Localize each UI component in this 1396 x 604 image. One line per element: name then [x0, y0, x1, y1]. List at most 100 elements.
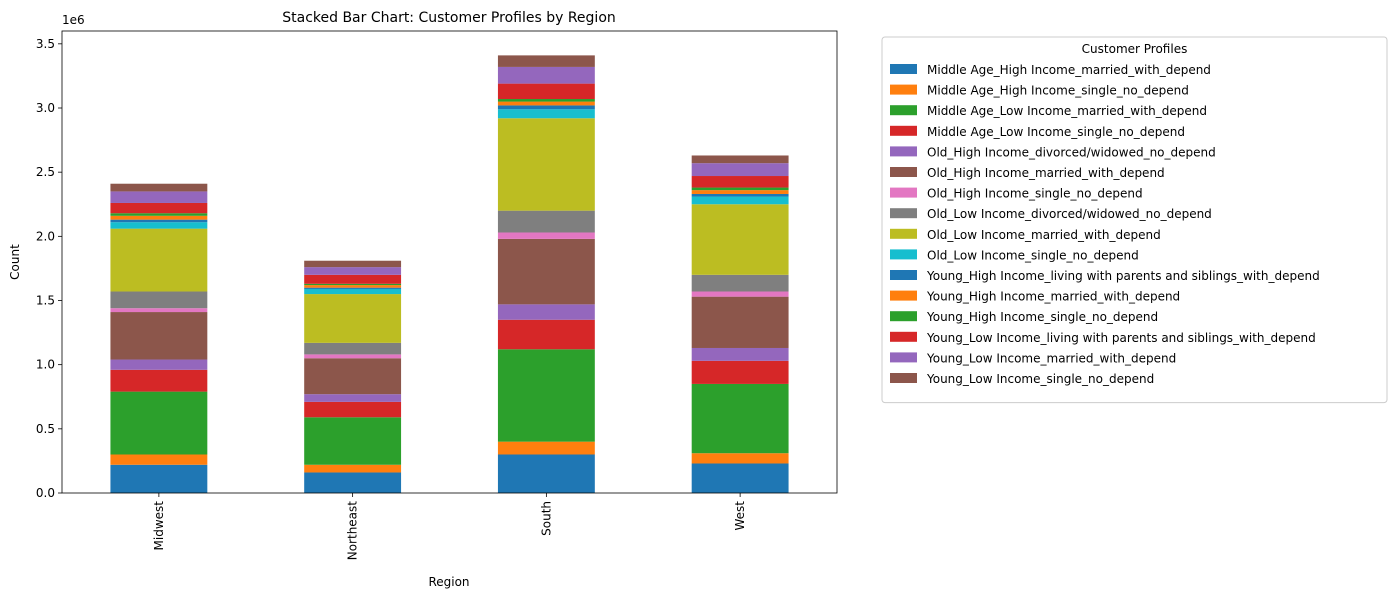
bar-segment-northeast-6 [304, 354, 402, 359]
legend-entry-label: Young_Low Income_single_no_depend [926, 372, 1154, 386]
bar-segment-west-15 [691, 155, 789, 164]
bar-segment-midwest-9 [110, 222, 208, 229]
bar-segment-west-12 [691, 187, 789, 191]
bar-segment-south-9 [497, 109, 595, 119]
bar-segment-south-2 [497, 349, 595, 442]
bar-segment-midwest-6 [110, 308, 208, 313]
bar-segment-south-3 [497, 319, 595, 350]
bar-segment-west-7 [691, 274, 789, 292]
bar-segment-south-10 [497, 105, 595, 110]
x-tick-label: West [733, 501, 747, 531]
legend-entry-label: Old_Low Income_divorced/widowed_no_depen… [927, 207, 1212, 221]
legend-swatch [890, 146, 917, 157]
legend-swatch [890, 84, 917, 95]
bar-segment-midwest-14 [110, 191, 208, 203]
legend-entry-label: Old_Low Income_single_no_depend [927, 248, 1139, 262]
bar-segment-northeast-5 [304, 358, 402, 395]
legend-entry-label: Old_High Income_married_with_depend [927, 166, 1165, 180]
y-tick-label: 0.0 [36, 486, 55, 500]
bar-segment-northeast-4 [304, 394, 402, 402]
bar-segment-midwest-11 [110, 215, 208, 220]
bar-segment-south-14 [497, 66, 595, 84]
x-tick-label: Northeast [346, 501, 360, 561]
y-axis-multiplier: 1e6 [62, 13, 85, 27]
legend-entry-label: Middle Age_Low Income_married_with_depen… [927, 104, 1207, 118]
bar-segment-northeast-8 [304, 294, 402, 343]
bar-segment-south-12 [497, 99, 595, 102]
y-tick-label: 1.0 [36, 358, 55, 372]
bar-segment-west-10 [691, 193, 789, 197]
x-tick-label: South [539, 501, 553, 536]
bar-segment-midwest-13 [110, 202, 208, 214]
legend-entry-label: Young_High Income_living with parents an… [926, 269, 1320, 283]
bar-segment-midwest-10 [110, 219, 208, 223]
bar-segment-midwest-4 [110, 359, 208, 370]
legend-swatch [890, 249, 917, 260]
legend-swatch [890, 311, 917, 322]
bar-segment-south-6 [497, 232, 595, 239]
bar-segment-west-14 [691, 163, 789, 177]
bar-segment-midwest-2 [110, 391, 208, 455]
legend-swatch [890, 270, 917, 280]
legend-swatch [890, 105, 917, 116]
bar-segment-west-0 [691, 463, 789, 493]
bar-segment-midwest-12 [110, 213, 208, 216]
y-tick-label: 2.5 [36, 165, 55, 179]
x-tick-label: Midwest [152, 501, 166, 551]
legend-entry-label: Young_High Income_married_with_depend [926, 290, 1180, 304]
legend-entry-label: Middle Age_High Income_married_with_depe… [927, 63, 1211, 77]
bar-segment-midwest-8 [110, 228, 208, 292]
bar-segment-west-11 [691, 190, 789, 194]
bar-segment-west-1 [691, 453, 789, 464]
legend-entry-label: Middle Age_Low Income_single_no_depend [927, 125, 1185, 139]
legend-swatch [890, 290, 917, 301]
bar-segment-west-3 [691, 360, 789, 384]
axes-layer: Midwest Northeast South West 0.0 0.5 1.0 1.5 2.0… [36, 30, 838, 561]
bar-segment-south-11 [497, 101, 595, 106]
bar-segment-south-1 [497, 441, 595, 455]
bar-segment-midwest-0 [110, 464, 208, 493]
legend-entry-label: Old_High Income_divorced/widowed_no_depe… [927, 145, 1216, 159]
y-tick-label: 3.0 [36, 101, 55, 115]
y-tick-label: 1.5 [36, 294, 55, 308]
y-tick-label: 2.0 [36, 229, 55, 243]
legend-swatch [890, 167, 917, 177]
legend-frame [881, 36, 1388, 404]
bar-segment-northeast-14 [304, 267, 402, 275]
bar-segment-south-13 [497, 83, 595, 100]
y-tick-label: 0.5 [36, 422, 55, 436]
x-axis-label: Region [428, 575, 469, 589]
bar-segment-northeast-12 [304, 283, 402, 286]
legend-swatch [890, 228, 917, 239]
bar-segment-northeast-3 [304, 401, 402, 418]
bar-segment-northeast-0 [304, 472, 402, 493]
legend-swatch [890, 373, 917, 383]
bar-segment-west-9 [691, 196, 789, 205]
bar-segment-northeast-2 [304, 417, 402, 465]
legend-entry-label: Old_Low Income_married_with_depend [927, 228, 1161, 242]
bar-segment-west-2 [691, 383, 789, 454]
legend-swatch [890, 64, 917, 74]
plot-frame [61, 30, 838, 494]
bar-segment-west-8 [691, 204, 789, 275]
bar-segment-northeast-9 [304, 288, 402, 295]
bar-segment-south-7 [497, 210, 595, 233]
bar-segment-midwest-5 [110, 312, 208, 360]
legend-entry-label: Young_High Income_single_no_depend [926, 310, 1158, 324]
bar-segment-northeast-11 [304, 285, 402, 288]
bar-segment-south-4 [497, 304, 595, 320]
legend-swatch [890, 208, 917, 219]
bar-segment-midwest-15 [110, 183, 208, 192]
legend-entry-label: Young_Low Income_married_with_depend [926, 351, 1176, 365]
legend: Customer Profiles Middle Age_High Income_… [881, 36, 1388, 404]
bar-segment-northeast-13 [304, 274, 402, 284]
legend-entry-label: Old_High Income_single_no_depend [927, 187, 1143, 201]
bar-segment-south-5 [497, 238, 595, 305]
bar-segment-midwest-7 [110, 291, 208, 309]
bar-segment-midwest-3 [110, 369, 208, 392]
legend-entry-label: Young_Low Income_living with parents and… [926, 331, 1316, 345]
bar-segment-northeast-10 [304, 287, 402, 289]
bar-segment-west-4 [691, 347, 789, 361]
legend-title: Customer Profiles [1082, 42, 1188, 56]
